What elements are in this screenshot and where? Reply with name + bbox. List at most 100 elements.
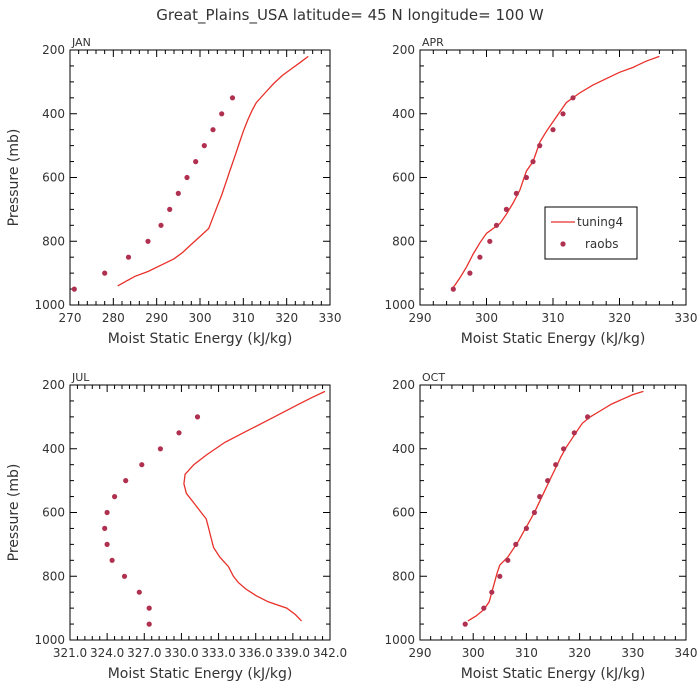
- data-point-raobs: [194, 414, 201, 420]
- data-point-raobs: [530, 159, 536, 165]
- data-point-raobs: [71, 286, 77, 292]
- data-point-raobs: [560, 111, 566, 117]
- data-point-raobs: [104, 509, 110, 516]
- y-tick-label: 400: [42, 442, 65, 456]
- y-tick-label: 1000: [384, 298, 415, 312]
- y-axis-title: Pressure (mb): [6, 464, 22, 562]
- data-point-raobs: [537, 494, 543, 500]
- data-point-raobs: [176, 430, 182, 436]
- x-tick-label: 330: [675, 311, 698, 325]
- data-point-raobs: [481, 605, 487, 611]
- y-tick-label: 400: [392, 442, 415, 456]
- data-point-raobs: [467, 270, 473, 276]
- x-tick-label: 270: [59, 311, 82, 325]
- data-point-raobs: [523, 525, 530, 532]
- data-point-raobs: [229, 95, 236, 101]
- x-tick-label: 340: [675, 646, 698, 660]
- legend-label-raobs: raobs: [585, 237, 619, 251]
- data-point-raobs: [561, 446, 567, 452]
- y-tick-label: 1000: [384, 633, 415, 647]
- y-tick-label: 200: [42, 378, 65, 392]
- data-point-raobs: [146, 605, 152, 611]
- series-line-tuning4: [117, 55, 309, 287]
- x-tick-label: 321.0: [53, 646, 87, 660]
- data-point-raobs: [102, 525, 108, 532]
- series-line-tuning4: [452, 55, 660, 288]
- data-point-raobs: [104, 541, 110, 548]
- data-point-raobs: [489, 589, 495, 595]
- data-point-raobs: [145, 238, 151, 244]
- data-point-raobs: [158, 222, 164, 228]
- panel-title: JUL: [71, 371, 90, 384]
- data-point-raobs: [545, 478, 551, 484]
- data-point-raobs: [553, 462, 559, 468]
- data-point-raobs: [193, 159, 199, 165]
- data-point-raobs: [157, 446, 163, 452]
- data-point-raobs: [531, 509, 538, 516]
- data-point-raobs: [505, 557, 511, 563]
- data-point-raobs: [139, 462, 145, 468]
- data-point-raobs: [184, 174, 190, 181]
- data-point-raobs: [125, 254, 132, 260]
- data-point-raobs: [201, 143, 207, 149]
- y-tick-label: 600: [392, 506, 415, 520]
- data-point-raobs: [210, 127, 216, 133]
- y-tick-label: 600: [392, 171, 415, 185]
- plot-frame: [419, 384, 687, 641]
- data-point-raobs: [585, 414, 591, 420]
- data-point-raobs: [550, 127, 556, 133]
- panel-apr: APR 290 300 310 320 330 200 400 600 800 1000 Moist …: [384, 36, 697, 347]
- series-line-tuning4: [467, 390, 644, 622]
- data-point-raobs: [571, 430, 577, 436]
- y-tick-label: 800: [42, 569, 65, 583]
- data-point-raobs: [146, 621, 152, 627]
- y-tick-label: 600: [42, 171, 65, 185]
- y-tick-label: 800: [392, 569, 415, 583]
- panel-title: APR: [422, 36, 444, 49]
- x-axis-title: Moist Static Energy (kJ/kg): [108, 666, 293, 682]
- x-axis-title: Moist Static Energy (kJ/kg): [461, 331, 646, 347]
- data-point-raobs: [167, 206, 173, 212]
- x-tick-label: 336.0: [239, 646, 273, 660]
- data-point-raobs: [487, 238, 493, 244]
- data-point-raobs: [513, 541, 519, 548]
- x-tick-label: 300: [475, 311, 498, 325]
- panel-oct: OCT 290 300 310 320 330 340 200 400 600 800 1000 Moi…: [384, 371, 697, 682]
- panel-jul: JUL 321.0 324.0 327.0 330.0 333.0 336.0 339.0 34…: [6, 371, 347, 682]
- x-tick-label: 330: [621, 646, 644, 660]
- y-tick-label: 400: [392, 107, 415, 121]
- legend: tuning4 raobs: [544, 206, 638, 260]
- data-point-raobs: [121, 573, 128, 579]
- data-point-raobs: [112, 494, 118, 500]
- x-tick-label: 330.0: [164, 646, 198, 660]
- series-line-tuning4: [183, 390, 326, 622]
- legend-label-tuning4: tuning4: [577, 215, 623, 229]
- data-point-raobs: [493, 222, 500, 228]
- y-tick-label: 600: [42, 506, 65, 520]
- x-tick-label: 320: [568, 646, 591, 660]
- data-point-raobs: [450, 286, 456, 292]
- x-tick-label: 280: [102, 311, 125, 325]
- panel-title: OCT: [422, 371, 445, 384]
- x-axis-title: Moist Static Energy (kJ/kg): [461, 666, 646, 682]
- data-point-raobs: [102, 270, 108, 276]
- panel-jan: JAN 270 280 290 300 310 320 330 200 400 600 800 1000…: [6, 36, 341, 347]
- data-point-raobs: [123, 478, 129, 484]
- x-tick-label: 310: [515, 646, 538, 660]
- data-point-raobs: [537, 143, 543, 149]
- x-tick-label: 290: [409, 646, 432, 660]
- x-tick-label: 330: [319, 311, 342, 325]
- plot-frame: [419, 49, 687, 306]
- x-tick-label: 342.0: [313, 646, 347, 660]
- y-tick-label: 200: [392, 378, 415, 392]
- panel-title: JAN: [71, 36, 91, 49]
- y-tick-label: 200: [392, 43, 415, 57]
- x-tick-label: 320: [608, 311, 631, 325]
- legend-box: [544, 206, 638, 260]
- x-axis-title: Moist Static Energy (kJ/kg): [108, 331, 293, 347]
- x-tick-label: 310: [232, 311, 255, 325]
- x-tick-label: 327.0: [127, 646, 161, 660]
- y-axis-title: Pressure (mb): [6, 129, 22, 227]
- x-tick-label: 310: [542, 311, 565, 325]
- data-point-raobs: [109, 557, 115, 563]
